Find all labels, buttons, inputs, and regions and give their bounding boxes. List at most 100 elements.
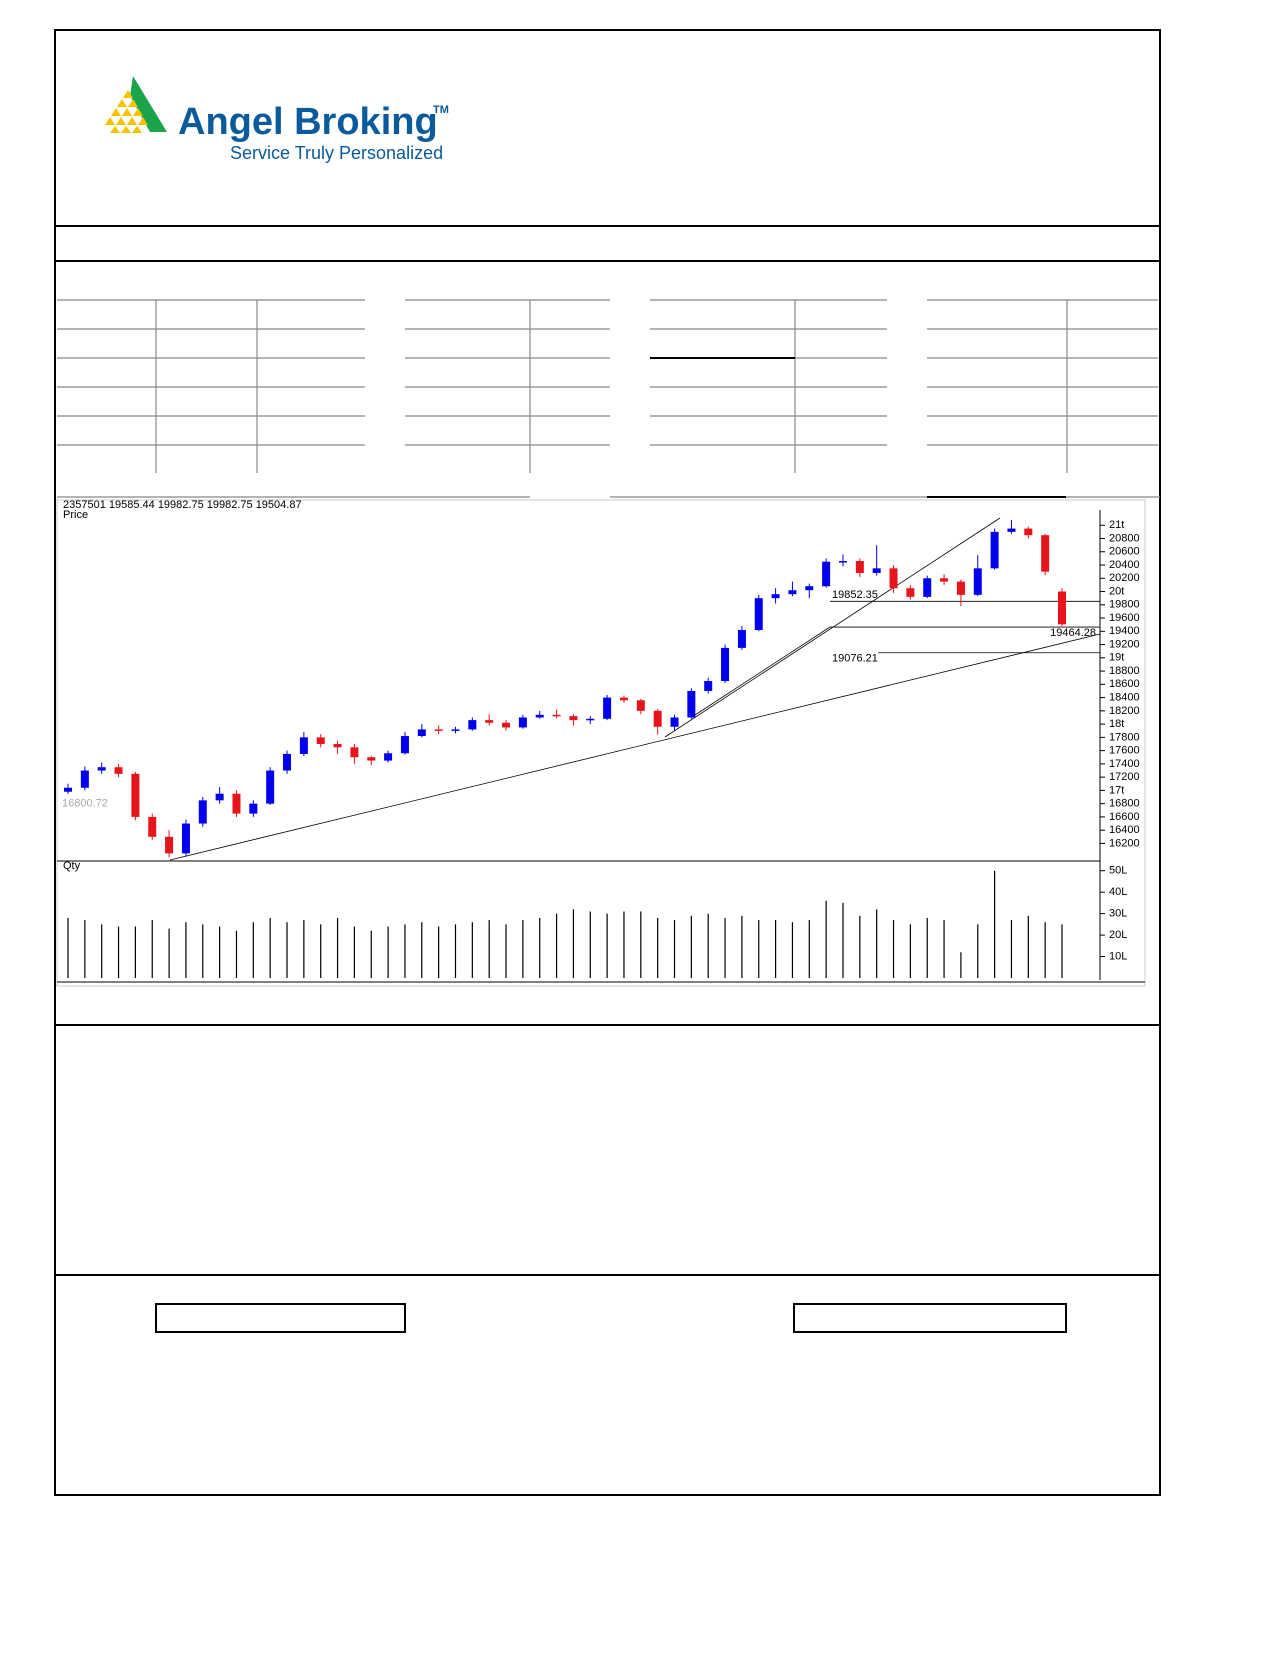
candle-body (97, 767, 106, 771)
chart-info: 2357501 19585.44 19982.75 19982.75 19504… (63, 499, 302, 511)
y-tick-label: 17t (1109, 784, 1124, 796)
empty-box (793, 1303, 1067, 1333)
candle-body (653, 710, 662, 727)
trendline (694, 626, 831, 716)
y-tick-label: 20800 (1109, 532, 1140, 544)
candle-body (805, 586, 814, 591)
candle-body (956, 581, 965, 595)
candle-body (855, 561, 864, 573)
y-tick-label: 19800 (1109, 599, 1140, 611)
candle-body (603, 697, 612, 719)
y-tick-label: 16200 (1109, 837, 1140, 849)
candle-body (906, 588, 915, 597)
candle-body (283, 753, 292, 771)
candle-body (249, 803, 258, 814)
candle-body (670, 717, 679, 727)
candle-body (114, 767, 123, 774)
y-tick-label: 18600 (1109, 678, 1140, 690)
candle-body (165, 836, 174, 854)
y-tick-label: 18400 (1109, 692, 1140, 704)
candle-body (266, 770, 275, 804)
candle-body (198, 800, 207, 824)
candle-body (215, 793, 224, 801)
candle-body (771, 594, 780, 599)
chart-area (56, 499, 1146, 987)
candle-body (1058, 591, 1066, 625)
candle-body (384, 753, 393, 761)
candle-body (552, 714, 561, 717)
y-tick-label: 16400 (1109, 824, 1140, 836)
candle-body (434, 729, 443, 731)
candle-body (400, 736, 409, 754)
y-tick-label: 18t (1109, 718, 1124, 730)
candle-body (619, 697, 628, 701)
y-tick-label: 17400 (1109, 758, 1140, 770)
candle-body (518, 717, 527, 728)
candle-body (990, 531, 999, 569)
candle-body (788, 590, 797, 595)
volume-tick-label: 30L (1109, 908, 1127, 920)
empty-tables (57, 299, 1160, 498)
frame (54, 29, 1161, 1496)
y-tick-label: 18200 (1109, 705, 1140, 717)
candle-body (451, 729, 460, 731)
candle-body (1024, 528, 1033, 536)
y-tick-label: 20600 (1109, 546, 1140, 558)
candle-body (721, 647, 730, 682)
candle-body (586, 718, 595, 721)
brand: Angel Broking (178, 101, 438, 143)
empty-box (155, 1303, 406, 1333)
trademark: TM (433, 104, 449, 116)
candle-body (485, 720, 494, 723)
level-label: 19076.21 (832, 653, 878, 665)
candle-body (569, 716, 578, 721)
section-rules (55, 225, 1160, 1276)
candle-body (1007, 528, 1016, 532)
candle-body (872, 568, 881, 573)
candle-body (502, 722, 511, 728)
y-tick-label: 17200 (1109, 771, 1140, 783)
candle-body (131, 773, 140, 817)
candle-body (232, 793, 241, 814)
y-tick-label: 17600 (1109, 745, 1140, 757)
trendline (664, 517, 1001, 738)
candle-body (316, 737, 325, 744)
reference-label: 16800.72 (62, 798, 108, 810)
candle-body (838, 561, 847, 563)
volume-tick-label: 40L (1109, 886, 1127, 898)
candle-body (1041, 535, 1050, 572)
candle-body (822, 561, 831, 587)
candle-body (923, 578, 932, 597)
candle-body (417, 729, 426, 737)
candle-body (704, 681, 713, 691)
logo: Angel Broking TM Service Truly Personali… (105, 76, 449, 163)
y-tick-label: 19400 (1109, 625, 1140, 637)
y-tick-label: 21t (1109, 519, 1124, 531)
volume-tick-label: 50L (1109, 865, 1127, 877)
y-tick-label: 16800 (1109, 798, 1140, 810)
candle-body (148, 816, 157, 837)
price-chart: 2357501 19585.44 19982.75 19982.75 19504… (56, 499, 1146, 987)
y-tick-label: 20200 (1109, 572, 1140, 584)
candle-body (754, 598, 763, 630)
y-tick-label: 19t (1109, 652, 1124, 664)
trendline (169, 633, 1101, 861)
candle-body (367, 757, 376, 761)
candle-body (889, 568, 898, 589)
y-tick-label: 19600 (1109, 612, 1140, 624)
y-tick-label: 18800 (1109, 665, 1140, 677)
candle-body (350, 747, 359, 758)
volume-label: Qty (63, 860, 81, 872)
level-label: 19464.28 (1050, 627, 1096, 639)
candle-body (333, 743, 342, 748)
level-label: 19852.35 (832, 589, 878, 601)
candle-body (468, 720, 477, 730)
y-tick-label: 20t (1109, 585, 1124, 597)
volume-tick-label: 10L (1109, 950, 1127, 962)
y-tick-label: 19200 (1109, 638, 1140, 650)
candle-body (299, 737, 308, 754)
price-label: Price (63, 509, 88, 521)
tagline: Service Truly Personalized (230, 143, 443, 163)
